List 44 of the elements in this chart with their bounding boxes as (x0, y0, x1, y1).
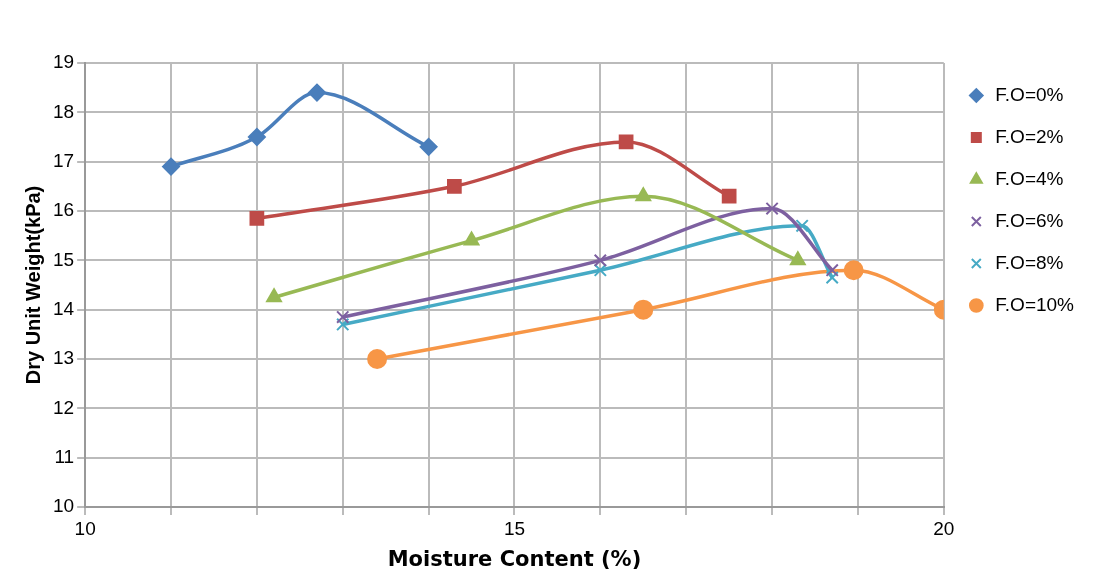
y-tick-label: 14 (52, 297, 75, 319)
y-tick-label: 17 (52, 149, 75, 171)
point (249, 211, 265, 226)
point (618, 134, 634, 150)
legend-label: F.O=0% (995, 83, 1064, 105)
point (825, 270, 839, 285)
point (247, 128, 266, 146)
x-axis-title: Moisture Content (%) (387, 546, 642, 571)
point (795, 219, 809, 233)
point (843, 260, 864, 281)
point (721, 188, 737, 204)
point (266, 288, 282, 303)
point (162, 157, 180, 176)
y-tick-label: 10 (52, 495, 75, 517)
y-tick-label: 19 (52, 51, 75, 73)
point (593, 253, 607, 267)
point (593, 263, 607, 277)
y-tick-label: 18 (52, 100, 75, 122)
y-axis-title: Dry Unit Weight(kPa) (21, 185, 44, 385)
point (367, 349, 388, 369)
legend-label: F.O=2% (995, 125, 1064, 147)
legend-label: F.O=6% (995, 209, 1064, 231)
x-tick-label: 20 (933, 517, 955, 539)
point (307, 83, 326, 102)
y-tick-label: 15 (52, 248, 75, 270)
point (825, 263, 839, 277)
y-tick-label: 16 (52, 199, 75, 221)
point (336, 317, 350, 332)
y-tick-label: 11 (54, 445, 75, 467)
point (447, 178, 462, 194)
legend-label: F.O=4% (995, 167, 1064, 189)
point (789, 251, 806, 266)
point (765, 201, 779, 216)
x-tick-label: 10 (74, 517, 96, 539)
x-tick-label: 15 (503, 517, 526, 539)
legend-label: F.O=10% (995, 293, 1075, 315)
point (633, 299, 654, 320)
y-tick-label: 12 (52, 396, 75, 418)
point (635, 187, 652, 202)
point (336, 310, 350, 324)
point (463, 231, 480, 246)
y-tick-label: 13 (52, 347, 75, 369)
point (419, 137, 438, 156)
legend-label: F.O=8% (995, 251, 1064, 273)
